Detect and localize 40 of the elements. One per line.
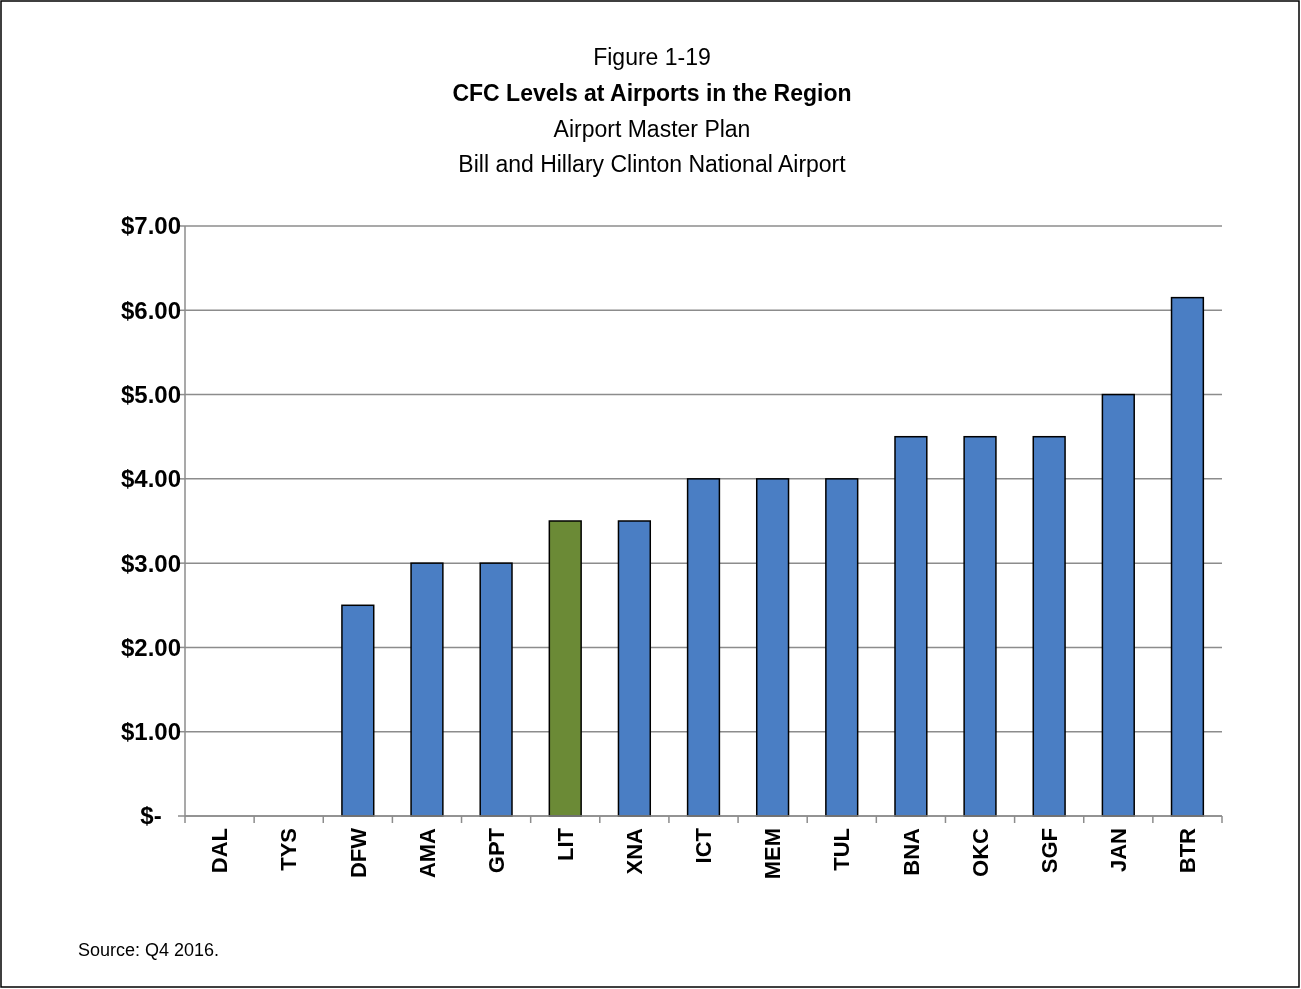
y-tick-label: $-: [140, 802, 162, 830]
y-tick-label: $7.00: [120, 212, 182, 240]
x-tick-label: LIT: [552, 827, 578, 861]
bar: [1170, 296, 1205, 817]
bar: [548, 520, 582, 817]
bar: [617, 520, 652, 817]
x-tick-label: DFW: [345, 827, 371, 879]
chart-title: CFC Levels at Airports in the Region: [452, 80, 852, 106]
bar: [686, 478, 721, 817]
x-tick-label: AMA: [414, 827, 440, 879]
x-tick-label: OKC: [967, 827, 993, 877]
y-tick-label: $4.00: [120, 465, 182, 493]
source-note: Source: Q4 2016.: [78, 940, 220, 960]
x-tick-label: DAL: [207, 828, 233, 874]
y-tick-label: $5.00: [120, 380, 182, 408]
x-tick-label: TYS: [276, 828, 302, 871]
bar: [341, 604, 375, 817]
chart-subtitle: Airport Master Plan Bill and Hillary Clinton National Airport: [458, 116, 847, 177]
bar: [755, 478, 790, 817]
x-tick-label: SGF: [1036, 828, 1062, 874]
bar: [1101, 393, 1135, 817]
y-tick-label: $1.00: [120, 718, 182, 746]
bar: [1032, 435, 1066, 817]
bar: [894, 435, 928, 817]
x-tick-label: MEM: [760, 828, 786, 880]
y-tick-label: $2.00: [120, 633, 182, 661]
bar: [410, 562, 444, 817]
bar: [479, 562, 513, 817]
x-tick-label: ICT: [691, 827, 717, 864]
x-tick-label: JAN: [1106, 828, 1131, 873]
x-tick-label: BNA: [898, 827, 924, 876]
caption: Figure 1-19: [593, 44, 711, 70]
x-tick-label: GPT: [483, 827, 509, 874]
bar: [825, 478, 859, 817]
x-tick-label: BTR: [1175, 827, 1201, 874]
x-tick-label: XNA: [622, 827, 648, 875]
y-tick-label: $3.00: [120, 549, 182, 577]
y-tick-label: $6.00: [120, 296, 182, 324]
bar: [963, 435, 997, 817]
x-tick-label: TUL: [829, 828, 855, 871]
